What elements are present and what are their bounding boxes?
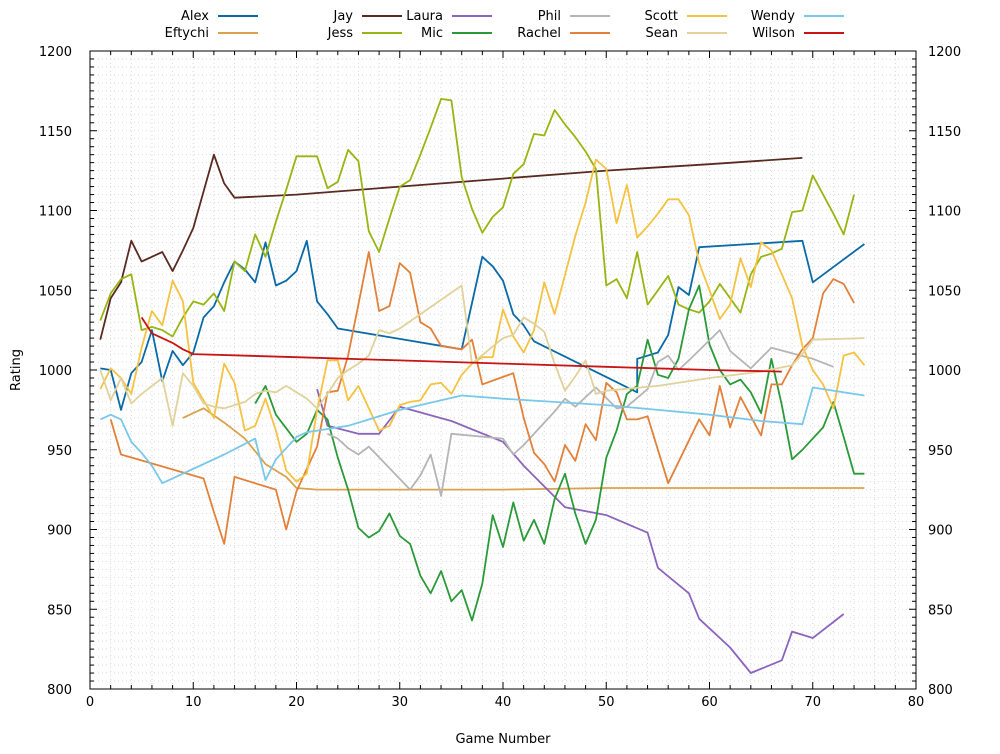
legend-label-laura: Laura xyxy=(406,9,443,24)
series-lines xyxy=(99,98,866,674)
legend-label-jess: Jess xyxy=(327,26,354,41)
x-tick-label: 50 xyxy=(598,695,615,710)
y-tick-label-left: 1050 xyxy=(39,284,72,299)
y-tick-label-left: 1150 xyxy=(39,125,72,140)
series-line-mic xyxy=(254,284,865,622)
legend: Alex Eftychi Jay Jess Laura Mic Phil Rachel Scot… xyxy=(165,9,844,41)
series-line-alex xyxy=(100,239,865,411)
x-tick-label: 40 xyxy=(495,695,512,710)
y-tick-label-left: 900 xyxy=(47,524,72,539)
y-axis-label: Rating xyxy=(9,349,24,391)
x-tick-label: 30 xyxy=(391,695,408,710)
y-tick-label-right: 900 xyxy=(928,524,953,539)
series-line-rachel xyxy=(109,251,855,545)
y-tick-label-right: 800 xyxy=(928,683,953,698)
series-line-eftychi xyxy=(182,407,865,491)
x-tick-label: 60 xyxy=(701,695,718,710)
y-tick-label-left: 950 xyxy=(47,444,72,459)
x-axis-label: Game Number xyxy=(455,732,551,747)
y-tick-label-right: 1200 xyxy=(928,45,961,60)
legend-label-mic: Mic xyxy=(421,26,443,41)
y-tick-label-right: 1100 xyxy=(928,205,961,220)
series-line-jay xyxy=(99,153,803,340)
y-tick-label-right: 1150 xyxy=(928,125,961,140)
legend-label-wendy: Wendy xyxy=(751,9,796,24)
y-tick-label-right: 850 xyxy=(928,603,953,618)
grid xyxy=(90,51,916,689)
y-tick-label-right: 1050 xyxy=(928,284,961,299)
y-tick-label-right: 950 xyxy=(928,444,953,459)
series-line-wilson xyxy=(140,316,782,373)
y-tick-label-left: 800 xyxy=(47,683,72,698)
series-line-sean xyxy=(99,284,865,427)
x-tick-label: 80 xyxy=(908,695,925,710)
legend-label-eftychi: Eftychi xyxy=(165,26,209,41)
series-line-jess xyxy=(99,98,855,338)
legend-label-sean: Sean xyxy=(646,26,678,41)
x-tick-label: 70 xyxy=(804,695,821,710)
x-tick-label: 10 xyxy=(185,695,202,710)
legend-label-jay: Jay xyxy=(333,9,354,24)
y-tick-label-left: 1000 xyxy=(39,364,72,379)
legend-label-rachel: Rachel xyxy=(517,26,561,41)
legend-label-wilson: Wilson xyxy=(752,26,795,41)
legend-label-phil: Phil xyxy=(538,9,561,24)
y-tick-label-left: 850 xyxy=(47,603,72,618)
x-tick-label: 0 xyxy=(86,695,94,710)
legend-label-alex: Alex xyxy=(181,9,209,24)
legend-label-scott: Scott xyxy=(644,9,678,24)
y-tick-label-left: 1200 xyxy=(39,45,72,60)
y-tick-label-right: 1000 xyxy=(928,364,961,379)
y-tick-label-left: 1100 xyxy=(39,205,72,220)
x-tick-label: 20 xyxy=(288,695,305,710)
series-line-wendy xyxy=(99,386,865,485)
